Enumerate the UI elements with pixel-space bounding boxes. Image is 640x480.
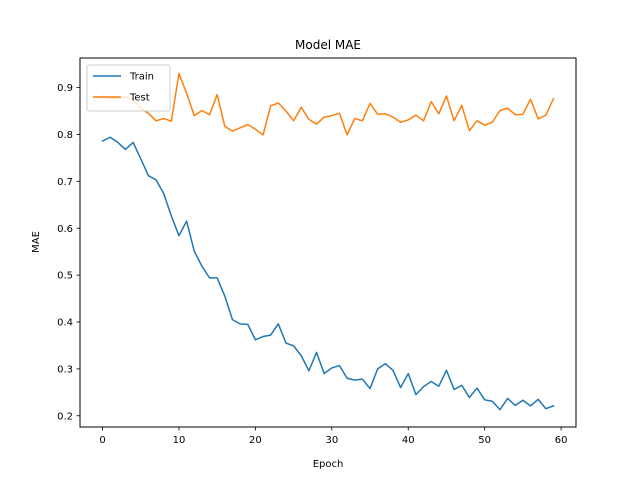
series-line-train xyxy=(101,136,555,411)
y-tick-label: 0.9 xyxy=(57,83,73,94)
x-tick-label: 20 xyxy=(249,435,262,446)
y-tick-label: 0.2 xyxy=(57,411,73,422)
legend-box xyxy=(86,64,171,112)
x-axis: 0 10 20 30 40 50 60 xyxy=(99,427,567,446)
y-axis-label: MAE xyxy=(31,231,42,253)
y-tick-label: 0.6 xyxy=(57,224,73,235)
y-tick-label: 0.5 xyxy=(57,271,73,282)
legend-label-test: Test xyxy=(129,93,150,104)
x-tick-label: 40 xyxy=(402,435,415,446)
legend-label-train: Train xyxy=(129,72,154,83)
x-tick-label: 0 xyxy=(99,435,105,446)
y-tick-label: 0.3 xyxy=(57,364,73,375)
y-tick-label: 0.7 xyxy=(57,177,73,188)
chart-title: Model MAE xyxy=(295,38,361,52)
x-axis-label: Epoch xyxy=(313,459,344,470)
legend: Train Test xyxy=(86,64,171,112)
y-tick-label: 0.8 xyxy=(57,130,73,141)
x-tick-label: 30 xyxy=(325,435,338,446)
y-axis: 0.2 0.3 0.4 0.5 0.6 0.7 0.8 0.9 xyxy=(57,83,80,422)
x-tick-label: 60 xyxy=(555,435,568,446)
series-layer xyxy=(101,72,555,411)
x-tick-label: 50 xyxy=(478,435,491,446)
x-tick-label: 10 xyxy=(173,435,186,446)
series-line-test xyxy=(101,72,555,136)
plot-frame xyxy=(79,57,577,428)
y-tick-label: 0.4 xyxy=(57,318,73,329)
